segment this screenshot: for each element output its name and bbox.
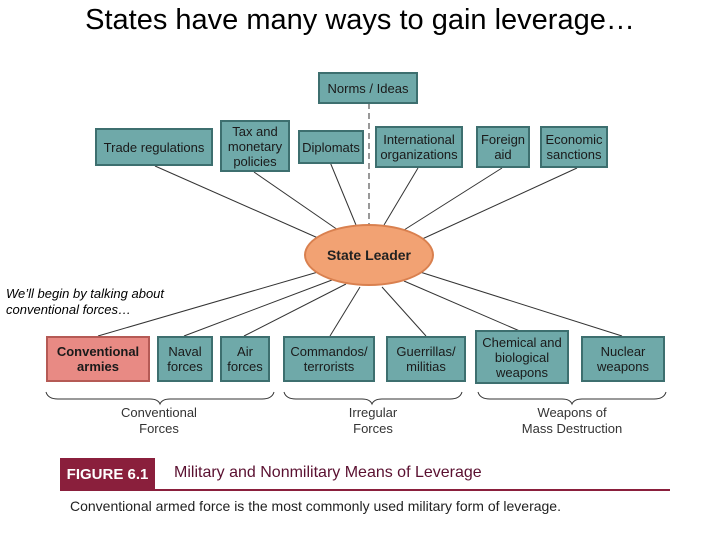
figure-title: Military and Nonmilitary Means of Levera… [174,464,482,481]
norms-ideas-box: Norms / Ideas [318,72,418,104]
nuclear-weapons-box: Nuclear weapons [581,336,665,382]
connector-aid [403,167,503,231]
connector-tax [253,171,339,231]
category-conventional: Conventional Forces [121,405,197,436]
category-irregular: Irregular Forces [348,405,398,436]
commandos-terrorists-box: Commandos/ terrorists [283,336,375,382]
connector-trade [154,165,319,239]
trade-regulations-box: Trade regulations [95,128,213,166]
state-leader-node: State Leader [304,224,434,286]
speaker-note: We’ll begin by talking about conventiona… [6,286,165,317]
figure-rule [60,489,670,491]
connector-armies [97,271,319,337]
connector-cbw [403,280,523,333]
brace-wmd [477,391,667,406]
naval-forces-box: Naval forces [157,336,213,382]
slide-title: States have many ways to gain leverage… [85,4,635,36]
connector-commandos [329,286,361,337]
brace-conventional [45,391,275,406]
brace-irregular [283,391,463,406]
connector-guerrillas [381,286,427,337]
connector-naval [183,279,333,337]
connector-diplomats [329,161,357,226]
conventional-armies-box: Conventional armies [46,336,150,382]
connector-intl [383,167,419,226]
figure-label: FIGURE 6.1 [60,458,155,490]
tax-monetary-box: Tax and monetary policies [220,120,290,172]
connector-sanctions [419,167,578,241]
connector-air [243,283,347,337]
economic-sanctions-box: Economic sanctions [540,126,608,168]
guerrillas-militias-box: Guerrillas/ militias [386,336,466,382]
chemical-biological-box: Chemical and biological weapons [475,330,569,384]
foreign-aid-box: Foreign aid [476,126,530,168]
air-forces-box: Air forces [220,336,270,382]
diplomats-box: Diplomats [298,130,364,164]
international-organizations-box: International organizations [375,126,463,168]
connector-nuclear [419,271,623,337]
category-wmd: Weapons of Mass Destruction [521,405,623,436]
figure-caption: Conventional armed force is the most com… [70,498,561,514]
